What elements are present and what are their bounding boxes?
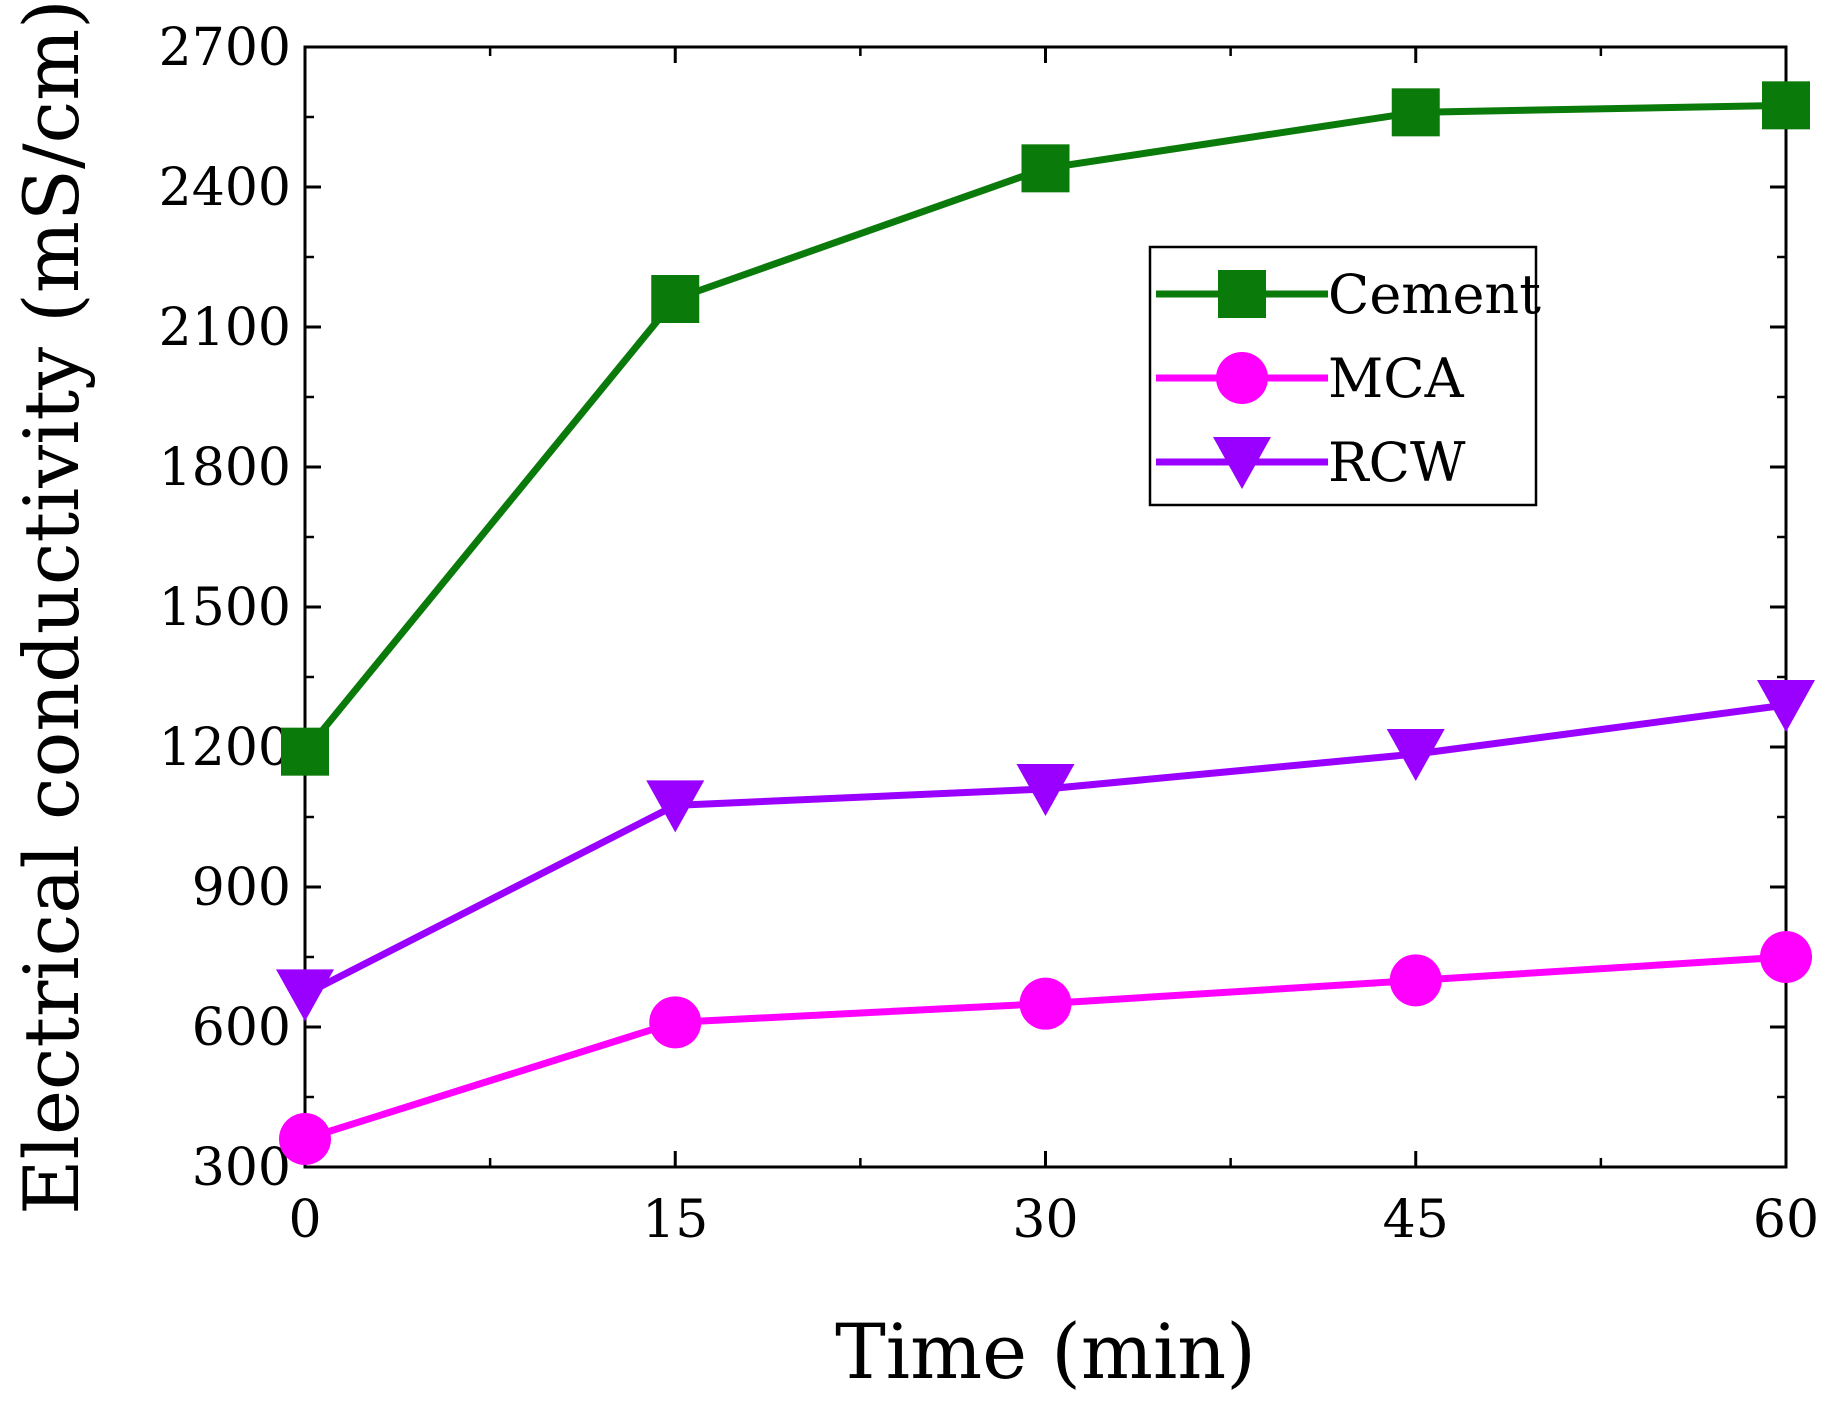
- data-point-rcw: [1757, 680, 1815, 732]
- data-point-rcw: [276, 969, 334, 1022]
- data-point-cement: [1021, 144, 1070, 193]
- legend-marker-mca: [1216, 352, 1268, 404]
- y-tick-label: 300: [192, 1138, 291, 1198]
- y-tick-label: 2100: [159, 298, 291, 358]
- data-point-rcw: [1016, 764, 1075, 816]
- data-point-cement: [1762, 81, 1810, 130]
- y-tick-label: 600: [192, 998, 291, 1058]
- x-tick-label: 0: [288, 1190, 321, 1250]
- y-tick-label: 2700: [159, 18, 291, 78]
- y-tick-label: 2400: [159, 158, 291, 218]
- legend-label-rcw: RCW: [1328, 431, 1466, 494]
- x-tick-label: 60: [1753, 1190, 1819, 1250]
- y-axis-title: Electrical conductivity (mS/cm): [7, 0, 96, 1215]
- x-tick-label: 15: [642, 1190, 708, 1250]
- series-line-rcw: [303, 701, 1787, 998]
- data-point-rcw: [1386, 729, 1445, 781]
- y-tick-label: 1800: [159, 438, 291, 498]
- y-tick-label: 900: [192, 858, 291, 918]
- legend-marker-cement: [1218, 270, 1266, 318]
- data-point-rcw: [646, 780, 705, 833]
- x-axis-title: Time (min): [835, 1307, 1256, 1396]
- y-tick-label: 1200: [159, 718, 291, 778]
- data-point-mca: [1389, 954, 1442, 1007]
- data-point-mca: [1019, 977, 1072, 1030]
- legend-label-cement: Cement: [1328, 263, 1541, 326]
- legend-label-mca: MCA: [1328, 347, 1465, 410]
- data-point-cement: [651, 275, 700, 323]
- legend-marker-rcw: [1213, 437, 1271, 489]
- series-line-cement: [302, 101, 1787, 754]
- x-tick-label: 30: [1012, 1190, 1078, 1250]
- data-point-cement: [1391, 88, 1440, 137]
- data-point-mca: [279, 1113, 331, 1165]
- data-point-cement: [281, 727, 329, 776]
- data-point-mca: [1760, 931, 1812, 983]
- x-tick-label: 45: [1383, 1190, 1449, 1250]
- data-point-mca: [649, 996, 702, 1049]
- y-tick-label: 1500: [159, 578, 291, 638]
